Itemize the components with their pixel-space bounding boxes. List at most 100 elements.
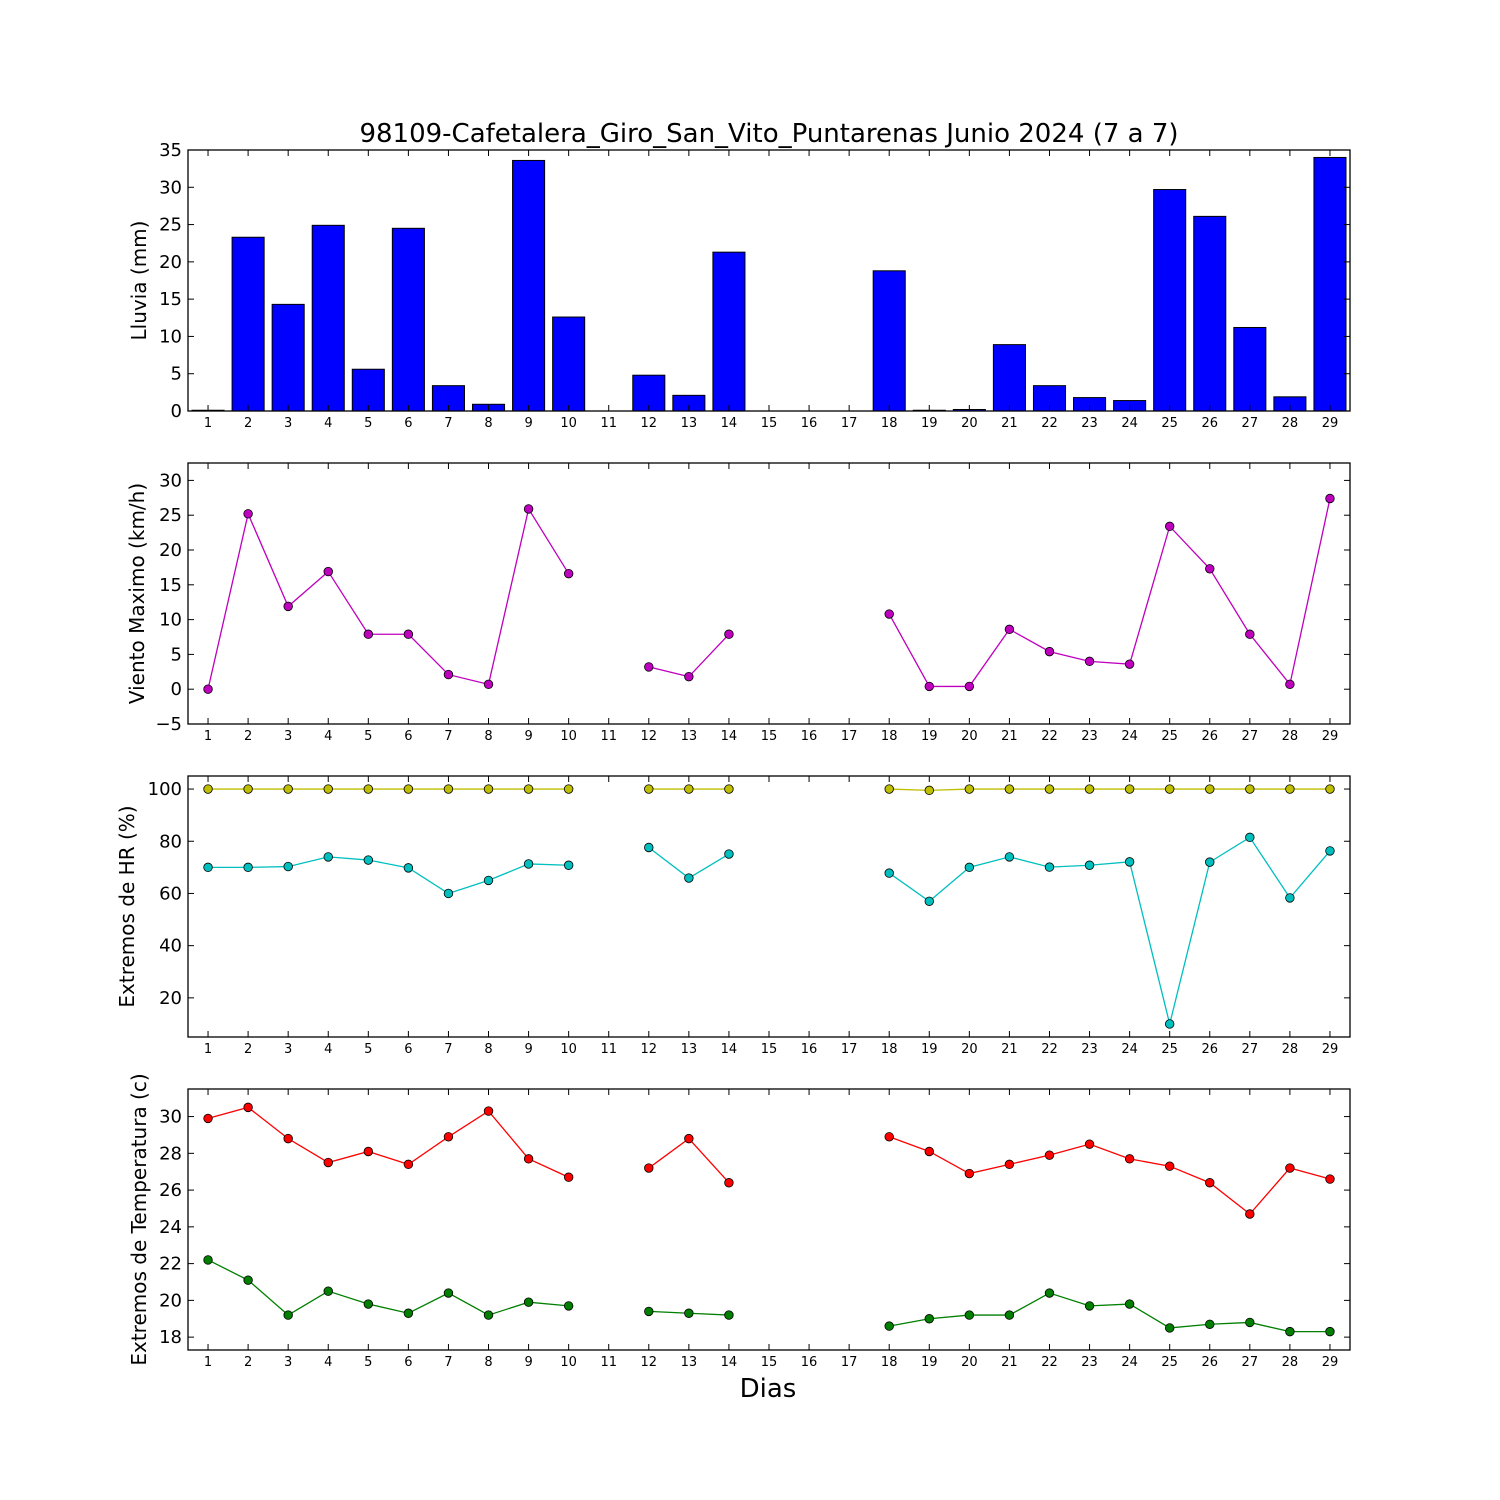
x-tick-label: 7 [444,416,452,431]
y-axis-label: Extremos de HR (%) [115,805,139,1007]
point-day-4 [323,852,333,862]
bar-day-3 [271,303,305,412]
x-tick-label: 20 [961,1042,978,1057]
point-day-3 [283,784,293,794]
point-day-28 [1285,1326,1295,1337]
x-tick-label: 8 [484,1042,492,1057]
series-line-segment [207,1259,569,1316]
point-day-18 [884,609,894,619]
point-day-27 [1245,832,1255,843]
point-day-21 [1004,852,1015,862]
point-day-29 [1325,493,1335,504]
x-tick-label: 17 [841,416,858,431]
point-day-5 [363,855,374,865]
point-day-5 [363,1146,374,1157]
x-tick-label: 28 [1282,1355,1299,1370]
y-tick-label: 80 [159,831,182,852]
point-day-26 [1205,784,1215,794]
x-tick-label: 18 [881,1355,898,1370]
x-tick-label: 25 [1161,416,1178,431]
x-tick-label: 11 [600,1042,617,1057]
y-axis-label: Extremos de Temperatura (c) [127,1073,151,1365]
x-tick-label: 23 [1081,1355,1098,1370]
point-day-23 [1084,1301,1095,1311]
series-1 [203,493,1335,694]
y-axis-label: Lluvia (mm) [127,221,151,341]
x-tick-label: 8 [484,416,492,431]
point-day-27 [1245,784,1255,794]
series-line-segment [207,507,570,690]
point-day-18 [884,1132,894,1142]
x-tick-label: 1 [204,416,212,431]
point-day-7 [443,1288,454,1298]
point-day-24 [1124,857,1135,867]
point-day-20 [964,862,975,873]
point-day-7 [443,784,454,794]
point-day-10 [563,1172,574,1182]
x-tick-label: 6 [404,729,412,744]
x-tick-label: 2 [244,1042,252,1057]
point-day-27 [1245,1209,1255,1219]
point-day-20 [964,1310,975,1320]
x-tick-label: 24 [1121,416,1138,431]
series-line-segment [888,498,1331,688]
point-day-8 [483,1310,494,1320]
x-tick-label: 20 [961,729,978,744]
point-day-5 [363,1299,374,1309]
series-line-segment [888,836,1331,1025]
point-day-13 [684,873,694,883]
y-tick-label: 20 [159,988,182,1009]
point-day-28 [1285,1163,1295,1173]
x-tick-label: 1 [204,1355,212,1370]
point-day-23 [1084,860,1095,870]
bar-day-21 [992,344,1026,412]
x-tick-label: 16 [801,729,818,744]
x-tick-label: 13 [681,729,698,744]
point-day-25 [1164,521,1175,532]
point-day-12 [644,784,654,794]
x-tick-label: 18 [881,416,898,431]
x-tick-label: 1 [204,1042,212,1057]
point-day-1 [203,862,213,873]
x-axis-label: Dias [740,1374,797,1404]
x-tick-label: 5 [364,1042,372,1057]
y-tick-label: 40 [159,936,182,957]
point-day-19 [924,1314,934,1324]
x-tick-label: 21 [1001,1042,1018,1057]
point-day-26 [1205,857,1215,867]
point-day-7 [443,888,454,899]
point-day-24 [1124,784,1135,794]
bar-day-10 [552,316,586,412]
x-tick-label: 3 [284,416,292,431]
y-tick-label: 25 [159,505,182,526]
point-day-3 [283,1310,293,1320]
x-tick-label: 25 [1161,729,1178,744]
y-tick-label: 30 [159,1107,182,1128]
point-day-4 [323,1157,333,1168]
x-tick-label: 29 [1322,1042,1339,1057]
axes-frame [187,1088,1351,1351]
x-tick-label: 21 [1001,1355,1018,1370]
x-tick-label: 10 [560,729,577,744]
point-day-4 [323,1286,333,1296]
x-tick-label: 20 [961,1355,978,1370]
x-tick-label: 7 [444,729,452,744]
x-tick-label: 4 [324,1355,332,1370]
series-line-segment [208,856,569,895]
series-1 [203,784,1335,796]
x-tick-label: 29 [1322,1355,1339,1370]
x-tick-label: 15 [761,1355,778,1370]
x-tick-label: 14 [721,729,738,744]
x-tick-label: 4 [324,416,332,431]
point-day-2 [243,862,253,873]
x-tick-label: 13 [681,416,698,431]
y-tick-label: 30 [159,177,182,198]
point-day-18 [884,1321,894,1331]
x-tick-label: 12 [641,1042,658,1057]
series-line-segment [888,1136,1331,1215]
x-tick-label: 28 [1282,729,1299,744]
x-tick-label: 22 [1041,1042,1058,1057]
point-day-24 [1124,1299,1135,1309]
